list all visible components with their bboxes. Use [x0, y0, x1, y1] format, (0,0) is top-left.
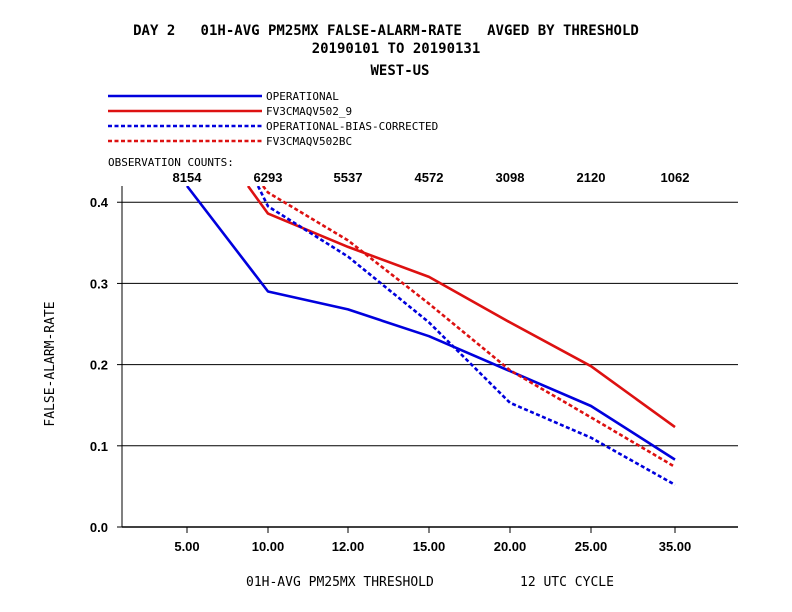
legend-label-1: FV3CMAQV502_9 — [266, 105, 352, 118]
observation-count-3: 4572 — [415, 170, 444, 185]
x-axis-ticks: 5.00 10.00 12.00 15.00 20.00 25.00 35.00 — [174, 527, 691, 554]
chart-series — [185, 186, 676, 486]
chart-grid — [122, 201, 738, 447]
y-axis-label: FALSE-ALARM-RATE — [43, 301, 58, 426]
observation-count-1: 6293 — [254, 170, 283, 185]
x-tick-label-0: 5.00 — [174, 539, 199, 554]
x-tick-label-2: 12.00 — [332, 539, 365, 554]
series-line-operational — [185, 186, 676, 461]
series-line-operational-bias-corrected — [256, 186, 676, 486]
chart-axes — [121, 186, 738, 528]
observation-count-6: 1062 — [661, 170, 690, 185]
y-axis-ticks: 0.0 0.1 0.2 0.3 0.4 — [90, 195, 122, 535]
x-tick-label-1: 10.00 — [252, 539, 285, 554]
y-tick-label-2: 0.2 — [90, 358, 108, 373]
legend-label-0: OPERATIONAL — [266, 90, 339, 103]
observation-counts-label: OBSERVATION COUNTS: — [108, 156, 234, 169]
series-line-fv3cmaqv502-9 — [246, 186, 676, 429]
x-tick-label-4: 20.00 — [494, 539, 527, 554]
chart-legend: OPERATIONAL FV3CMAQV502_9 OPERATIONAL-BIAS… — [108, 90, 438, 148]
x-tick-label-3: 15.00 — [413, 539, 446, 554]
y-tick-label-4: 0.4 — [90, 195, 109, 210]
observation-count-4: 3098 — [496, 170, 525, 185]
observation-count-5: 2120 — [577, 170, 606, 185]
y-tick-label-3: 0.3 — [90, 276, 108, 291]
chart-region: WEST-US — [370, 63, 429, 79]
legend-label-2: OPERATIONAL-BIAS-CORRECTED — [266, 120, 438, 133]
chart-date-range: 20190101 TO 20190131 — [312, 41, 481, 57]
observation-count-0: 8154 — [173, 170, 203, 185]
cycle-label: 12 UTC CYCLE — [520, 575, 614, 590]
x-axis-label: 01H-AVG PM25MX THRESHOLD — [246, 575, 434, 590]
y-tick-label-0: 0.0 — [90, 520, 108, 535]
x-tick-label-6: 35.00 — [659, 539, 692, 554]
x-tick-label-5: 25.00 — [575, 539, 608, 554]
legend-label-3: FV3CMAQV502BC — [266, 135, 352, 148]
observation-counts: 8154 6293 5537 4572 3098 2120 1062 — [173, 170, 690, 185]
y-tick-label-1: 0.1 — [90, 439, 108, 454]
series-line-fv3cmaqv502bc — [261, 186, 676, 469]
observation-count-2: 5537 — [334, 170, 363, 185]
chart-title: DAY 2 01H-AVG PM25MX FALSE-ALARM-RATE AV… — [133, 23, 639, 39]
